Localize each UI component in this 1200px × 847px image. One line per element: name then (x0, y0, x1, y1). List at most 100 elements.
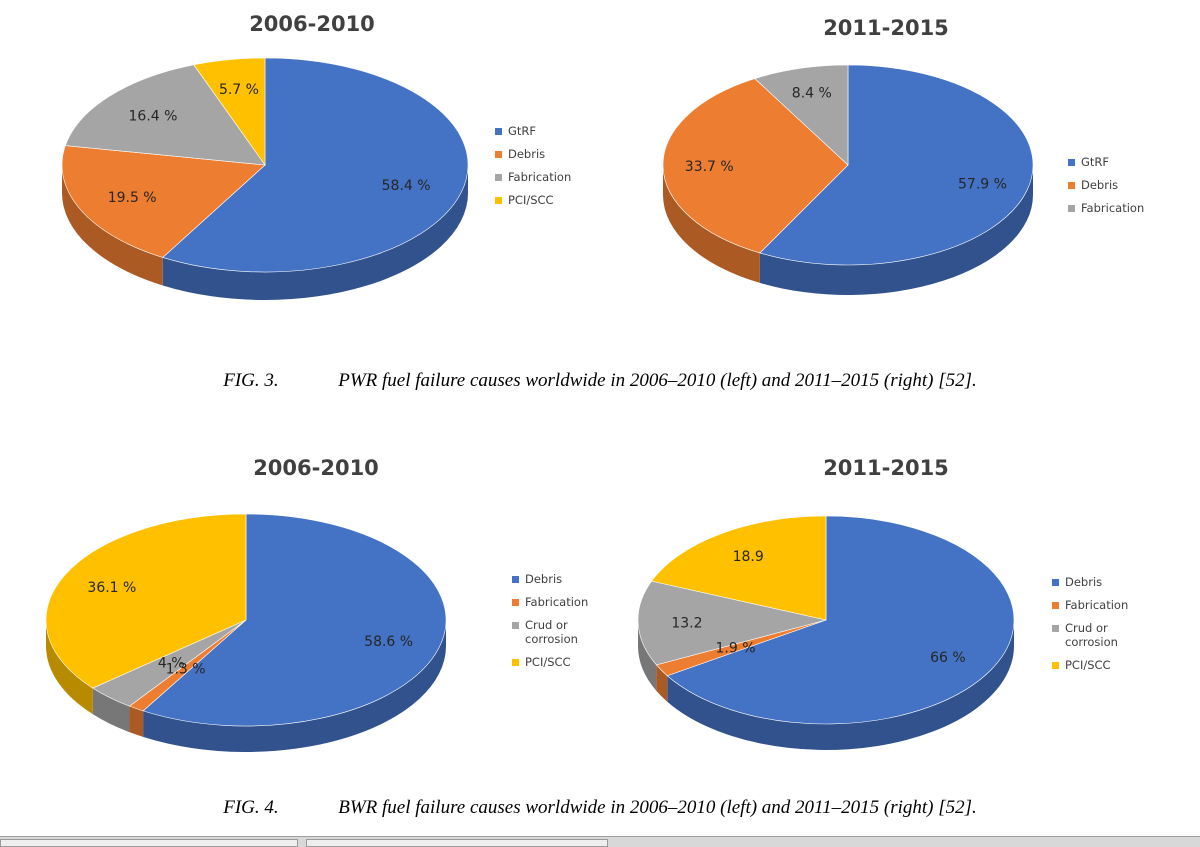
legend-label: Debris (1081, 178, 1119, 192)
pie-slice-pci-scc (45, 513, 247, 689)
data-label-fabrication: 16.4 % (129, 109, 178, 125)
data-label-debris: 66 % (930, 650, 966, 666)
legend-item-fabrication: Fabrication (1052, 598, 1145, 612)
legend-item-pci-scc: PCI/SCC (512, 655, 605, 669)
data-label-debris: 33.7 % (685, 159, 734, 175)
pie-bwr-2011: 66 % 1.9 % 13.2 18.9 (637, 515, 1015, 751)
figure-caption-text-3: PWR fuel failure causes worldwide in 200… (338, 370, 977, 391)
pie-side-debris (667, 620, 1014, 751)
legend-swatch (1052, 625, 1059, 632)
pie-pwr-2011: 57.9 % 33.7 % 8.4 % (662, 64, 1034, 296)
legend-item-fabrication: Fabrication (1068, 201, 1161, 215)
legend-label: Crud or corrosion (1065, 621, 1118, 649)
figure-caption-4: FIG. 4. BWR fuel failure causes worldwide… (0, 797, 1200, 819)
legend-item-debris: Debris (1052, 575, 1145, 589)
pie-side-gtrf (759, 165, 1033, 296)
data-label-fabrication: 1.3 % (166, 662, 206, 678)
legend-item-debris: Debris (512, 572, 605, 586)
pie-side-fabrication (129, 706, 144, 737)
horizontal-scrollbar[interactable] (0, 836, 1200, 847)
legend-label: PCI/SCC (1065, 658, 1111, 672)
data-label-pci-scc: 5.7 % (219, 82, 259, 98)
pie-slice-debris (666, 515, 1015, 725)
legend-pwr-2011: GtRF Debris Fabrication (1068, 155, 1161, 224)
data-label-gtrf: 57.9 % (958, 176, 1007, 192)
legend-label: GtRF (1081, 155, 1110, 169)
pie-slice-pci-scc (193, 57, 266, 166)
pie-slice-debris (142, 513, 447, 727)
pie-side-crud-or-corrosion (638, 620, 657, 691)
legend-swatch (495, 128, 502, 135)
pie-sides-bwr-2011 (638, 620, 1014, 751)
legend-label: Fabrication (508, 170, 572, 184)
pie-side-debris (62, 165, 163, 286)
data-label-fabrication: 1.9 % (716, 641, 756, 657)
pie-side-crud-or-corrosion (92, 688, 130, 733)
legend-label: Debris (508, 147, 546, 161)
legend-swatch (1068, 205, 1075, 212)
legend-item-pci-scc: PCI/SCC (495, 193, 588, 207)
data-label-debris: 19.5 % (108, 190, 157, 206)
legend-label: Fabrication (1081, 201, 1145, 215)
legend-label: PCI/SCC (525, 655, 571, 669)
chart-title-pwr-2011: 2011-2015 (823, 16, 949, 40)
data-label-pci-scc: 36.1 % (87, 580, 136, 596)
legend-item-gtrf: GtRF (1068, 155, 1161, 169)
legend-item-crud-or-corrosion: Crud or corrosion (1052, 621, 1145, 649)
legend-swatch (512, 659, 519, 666)
pie-bwr-2006: 58.6 % 1.3 %4 % 36.1 % (45, 513, 447, 752)
legend-item-pci-scc: PCI/SCC (1052, 658, 1145, 672)
data-label-crud-or-corrosion: 4 % (158, 656, 185, 672)
legend-label: Debris (525, 572, 563, 586)
legend-swatch (495, 174, 502, 181)
pie-slice-gtrf (759, 64, 1034, 266)
legend-item-crud-or-corrosion: Crud or corrosion (512, 618, 605, 646)
chart-title-bwr-2011: 2011-2015 (823, 456, 949, 480)
legend-item-fabrication: Fabrication (512, 595, 605, 609)
legend-label: Fabrication (1065, 598, 1129, 612)
legend-item-debris: Debris (495, 147, 588, 161)
legend-item-fabrication: Fabrication (495, 170, 588, 184)
data-label-crud-or-corrosion: 13.2 (671, 615, 702, 631)
legend-bwr-2006: Debris Fabrication Crud or corrosion PCI/SC… (512, 572, 605, 678)
figure-number-4: FIG. 4. (223, 797, 279, 818)
legend-swatch (512, 599, 519, 606)
pie-sides-bwr-2006 (46, 620, 446, 752)
legend-bwr-2011: Debris Fabrication Crud or corrosion PCI/SC… (1052, 575, 1145, 681)
legend-label: Debris (1065, 575, 1103, 589)
legend-swatch (512, 622, 519, 629)
chart-title-bwr-2006: 2006-2010 (253, 456, 379, 480)
legend-item-gtrf: GtRF (495, 124, 588, 138)
figure-caption-text-4: BWR fuel failure causes worldwide in 200… (338, 797, 977, 818)
pie-slice-gtrf (162, 57, 469, 273)
pie-side-debris (663, 165, 760, 283)
pie-side-fabrication (656, 664, 668, 702)
legend-swatch (1068, 182, 1075, 189)
figure-number-3: FIG. 3. (223, 370, 279, 391)
pie-side-pci-scc (46, 620, 93, 715)
legend-swatch (1068, 159, 1075, 166)
legend-label: Crud or corrosion (525, 618, 578, 646)
pie-side-debris (143, 620, 446, 752)
pie-slice-crud-or-corrosion (637, 580, 827, 666)
legend-swatch (512, 576, 519, 583)
data-label-gtrf: 58.4 % (382, 178, 431, 194)
pie-slice-fabrication (754, 64, 849, 166)
pie-sides-pwr-2006 (62, 165, 468, 300)
pie-slice-debris (61, 145, 266, 258)
legend-label: Fabrication (525, 595, 589, 609)
pie-slice-fabrication (64, 64, 266, 166)
data-label-pci-scc: 18.9 (733, 549, 764, 565)
legend-swatch (1052, 579, 1059, 586)
legend-swatch (495, 197, 502, 204)
legend-label: GtRF (508, 124, 537, 138)
pie-sides-pwr-2011 (663, 165, 1033, 296)
pie-slice-pci-scc (651, 515, 827, 621)
legend-label: PCI/SCC (508, 193, 554, 207)
pie-side-gtrf (162, 165, 468, 300)
legend-swatch (1052, 662, 1059, 669)
legend-swatch (495, 151, 502, 158)
pie-pwr-2006: 58.4 % 19.5 % 16.4 % 5.7 % (61, 57, 469, 300)
legend-swatch (1052, 602, 1059, 609)
